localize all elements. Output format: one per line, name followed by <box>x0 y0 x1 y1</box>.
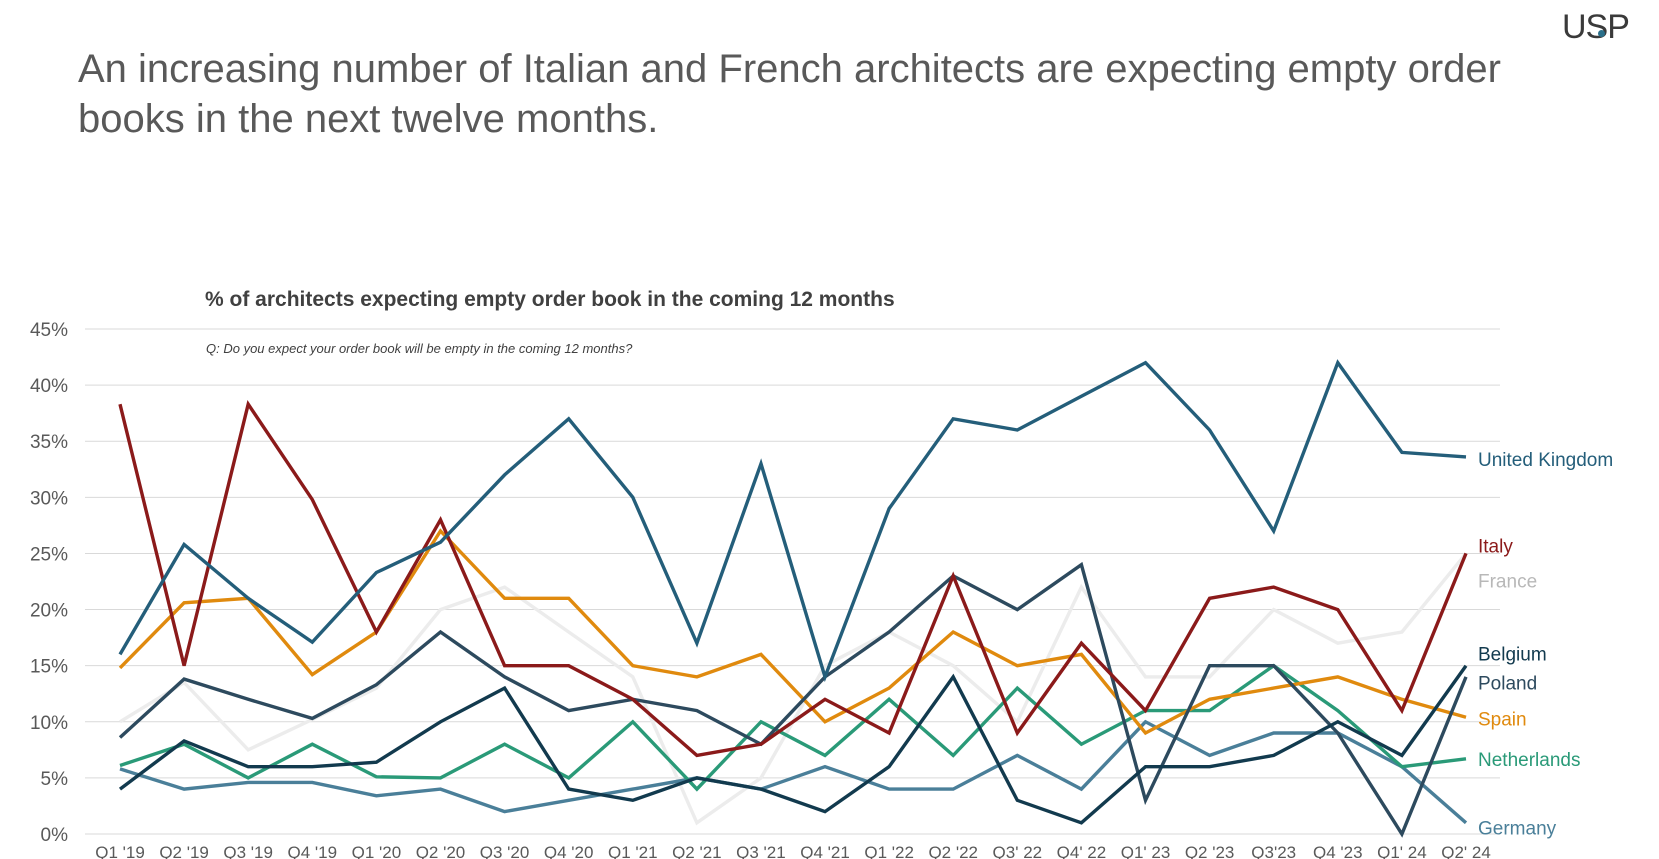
chart-subtitle: Q: Do you expect your order book will be… <box>206 341 633 356</box>
x-tick-label: Q1 '22 <box>864 843 914 859</box>
y-tick-label: 0% <box>41 825 69 846</box>
x-tick-label: Q4 '20 <box>544 843 594 859</box>
series-line-poland <box>118 561 1468 838</box>
x-tick-label: Q3 '19 <box>223 843 273 859</box>
x-tick-label: Q3'23 <box>1251 843 1296 859</box>
x-tick-label: Q2 '21 <box>672 843 722 859</box>
x-tick-label: Q2 '19 <box>159 843 209 859</box>
grid-layer <box>85 328 1500 835</box>
chart-title: % of architects expecting empty order bo… <box>205 288 895 311</box>
y-tick-label: 20% <box>30 601 68 622</box>
series-line-united-kingdom <box>118 359 1467 683</box>
series-label-spain: Spain <box>1478 709 1527 730</box>
usp-logo: USP <box>1562 8 1634 48</box>
x-tick-label: Q3 '20 <box>480 843 530 859</box>
series-line-italy <box>118 400 1468 758</box>
x-tick-label: Q1 '19 <box>95 843 145 859</box>
x-tick-label: Q1 '20 <box>352 843 402 859</box>
series-label-netherlands: Netherlands <box>1478 750 1580 771</box>
y-tick-label: 35% <box>30 432 68 453</box>
series-layer <box>118 359 1468 838</box>
x-tick-label: Q1' 24 <box>1377 843 1427 859</box>
y-tick-label: 40% <box>30 376 68 397</box>
x-tick-label: Q3 '21 <box>736 843 786 859</box>
x-tick-label: Q1 '21 <box>608 843 658 859</box>
series-label-france: France <box>1478 571 1537 592</box>
series-labels: United Kingdom Italy France Belgium Poland Sp… <box>1478 450 1613 839</box>
y-axis-labels: 0% 5% 10% 15% 20% 25% 30% 35% 40% 45% <box>30 320 68 846</box>
y-tick-label: 45% <box>30 320 68 341</box>
y-tick-label: 30% <box>30 488 68 509</box>
y-tick-label: 10% <box>30 713 68 734</box>
page-headline: An increasing number of Italian and Fren… <box>78 47 1501 141</box>
series-line-germany <box>119 719 1468 825</box>
y-tick-label: 25% <box>30 544 68 565</box>
x-tick-label: Q4 '21 <box>800 843 850 859</box>
x-tick-label: Q1' 23 <box>1121 843 1171 859</box>
x-tick-label: Q3' 22 <box>993 843 1043 859</box>
series-label-united-kingdom: United Kingdom <box>1478 450 1613 471</box>
series-label-germany: Germany <box>1478 818 1557 839</box>
series-line-spain <box>118 528 1467 736</box>
series-line-belgium <box>118 664 1468 825</box>
logo-dot <box>1598 30 1605 37</box>
series-label-poland: Poland <box>1478 674 1537 695</box>
series-label-belgium: Belgium <box>1478 644 1547 665</box>
x-tick-label: Q2' 24 <box>1441 843 1491 859</box>
series-line-netherlands <box>119 663 1467 792</box>
y-tick-label: 5% <box>41 769 69 790</box>
x-tick-label: Q4' 22 <box>1057 843 1107 859</box>
y-tick-label: 15% <box>30 657 68 678</box>
x-tick-label: Q2 '20 <box>416 843 466 859</box>
x-axis-labels: Q1 '19 Q2 '19 Q3 '19 Q4 '19 Q1 '20 Q2 '20 Q3 '… <box>95 843 1491 859</box>
series-label-italy: Italy <box>1478 537 1513 558</box>
x-tick-label: Q2 '23 <box>1185 843 1235 859</box>
x-tick-label: Q2 '22 <box>928 843 978 859</box>
x-tick-label: Q4 '19 <box>288 843 338 859</box>
logo-text: USP <box>1562 8 1630 46</box>
x-tick-label: Q4 '23 <box>1313 843 1363 859</box>
